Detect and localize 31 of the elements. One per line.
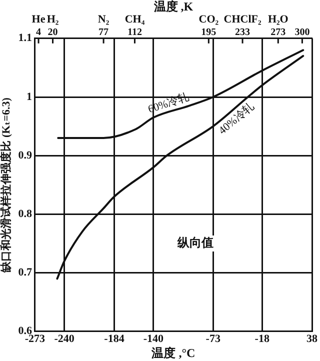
y-tick-label: 1.1 xyxy=(18,32,32,44)
text: N₂ xyxy=(98,14,110,26)
text: CO₂ xyxy=(198,14,220,26)
x2-tick-label: 195 xyxy=(201,26,216,38)
x2-tick-label: 4 xyxy=(36,26,42,38)
y-tick-label: 0.8 xyxy=(18,208,32,220)
text: CH₄ xyxy=(124,14,146,26)
x-tick-label: -73 xyxy=(206,332,221,345)
y-axis-title: 缺口和光滑试样拉伸强度比 (Kₜ=6.3) xyxy=(0,97,12,274)
text: H₂O xyxy=(268,14,289,26)
x2-tick-label: 20 xyxy=(48,26,58,38)
x-tick-label: -184 xyxy=(104,332,125,345)
y-tick-label: 0.7 xyxy=(18,266,32,279)
x2-axis-title: 温度 ,K xyxy=(152,0,194,14)
text: CHClF₂ xyxy=(224,14,262,26)
x2-tick-label: 273 xyxy=(270,26,286,38)
y-tick-label: 0.9 xyxy=(18,149,32,162)
y-tick-label: 1 xyxy=(26,90,32,103)
x2-tick-label: 77 xyxy=(98,26,109,38)
x-tick-label: -18 xyxy=(254,332,270,345)
x2-tick-label: 112 xyxy=(127,26,142,38)
x2-tick-label: 300 xyxy=(294,26,310,38)
x-axis-title: 温度 ,°C xyxy=(150,346,196,360)
x-tick-label: -240 xyxy=(54,332,75,345)
x2-tick-label: 233 xyxy=(235,26,250,38)
annotation: 纵向值 xyxy=(176,236,214,250)
x-tick-label: 38 xyxy=(306,332,318,345)
text: He xyxy=(32,14,46,26)
text: 40%冷轧 xyxy=(216,100,257,137)
x-tick-label: -140 xyxy=(143,332,164,345)
text: H₂ xyxy=(46,14,60,26)
